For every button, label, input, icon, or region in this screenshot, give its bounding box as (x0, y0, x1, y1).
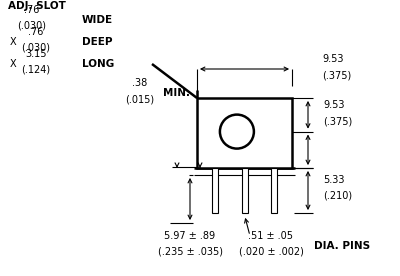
Text: 5.33: 5.33 (323, 175, 344, 185)
Bar (197, 98, 292, 168)
Text: (.375): (.375) (322, 70, 351, 80)
Text: (.124): (.124) (22, 65, 50, 75)
Text: (.235 ± .035): (.235 ± .035) (158, 247, 222, 257)
Text: .76: .76 (24, 5, 40, 15)
Text: X: X (10, 59, 17, 69)
Text: LONG: LONG (82, 59, 114, 69)
Circle shape (220, 115, 254, 148)
Bar (271, 168, 277, 213)
Text: MIN.: MIN. (163, 88, 190, 98)
Text: DEEP: DEEP (82, 37, 112, 47)
Text: 9.53: 9.53 (323, 100, 344, 110)
Text: X: X (10, 37, 17, 47)
Text: 9.53: 9.53 (322, 54, 344, 64)
Text: (.030): (.030) (22, 43, 50, 53)
Text: .51 ± .05: .51 ± .05 (248, 231, 294, 241)
Text: ADJ. SLOT: ADJ. SLOT (8, 1, 66, 11)
Text: 3.15: 3.15 (25, 49, 47, 59)
Text: .76: .76 (28, 27, 44, 37)
Bar (242, 168, 248, 213)
Bar (212, 168, 218, 213)
Text: .38: .38 (132, 78, 148, 88)
Text: (.030): (.030) (18, 21, 46, 31)
Text: 5.97 ± .89: 5.97 ± .89 (164, 231, 216, 241)
Text: (.375): (.375) (323, 116, 352, 126)
Text: DIA. PINS: DIA. PINS (314, 241, 370, 251)
Text: (.020 ± .002): (.020 ± .002) (238, 247, 304, 257)
Text: (.210): (.210) (323, 191, 352, 201)
Text: (.015): (.015) (126, 94, 154, 104)
Text: WIDE: WIDE (82, 15, 113, 25)
